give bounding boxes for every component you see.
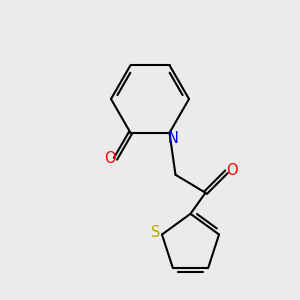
Text: O: O [226,163,238,178]
Text: N: N [168,131,178,146]
Text: O: O [104,151,116,166]
Text: S: S [151,225,160,240]
